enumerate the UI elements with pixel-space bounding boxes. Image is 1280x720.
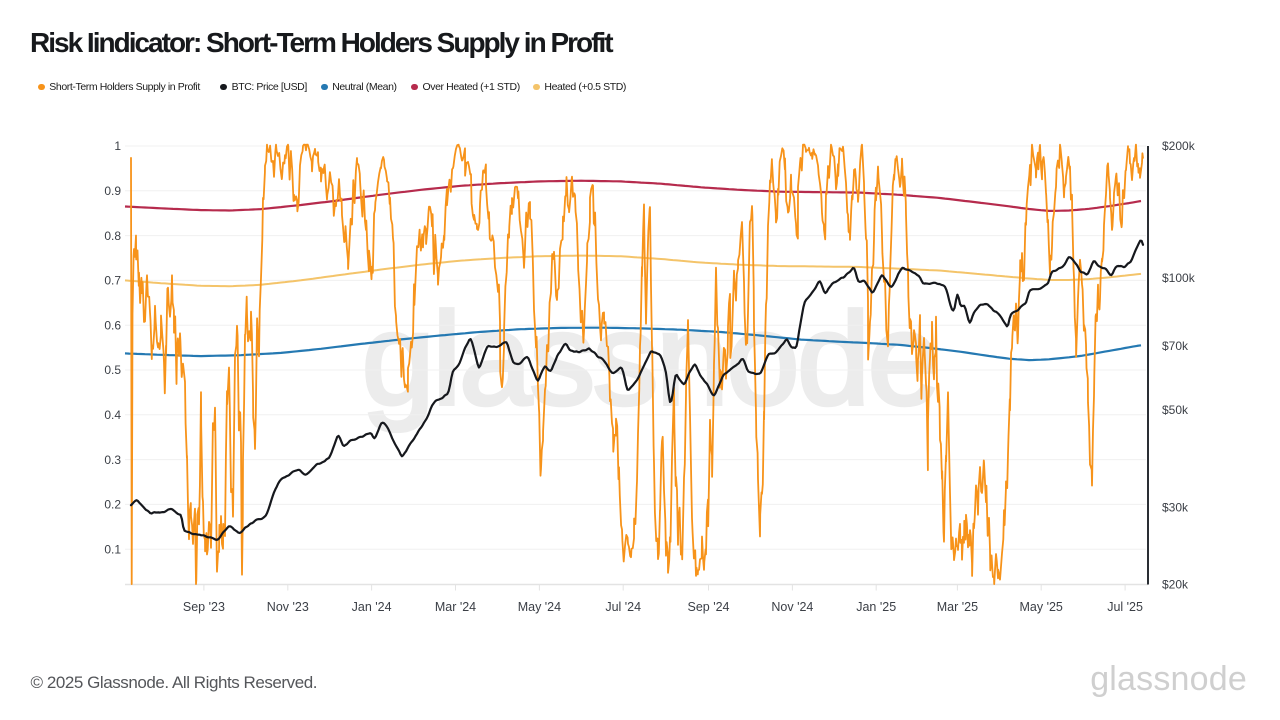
svg-text:Mar '25: Mar '25 [937, 600, 978, 614]
svg-text:$30k: $30k [1162, 501, 1189, 515]
svg-text:glassnode: glassnode [362, 285, 939, 432]
svg-text:Jan '24: Jan '24 [352, 600, 392, 614]
svg-text:0.8: 0.8 [104, 229, 121, 243]
svg-text:$100k: $100k [1162, 271, 1196, 285]
svg-text:1: 1 [114, 139, 121, 153]
svg-text:Nov '23: Nov '23 [267, 600, 309, 614]
svg-text:0.3: 0.3 [104, 453, 121, 467]
svg-text:May '24: May '24 [518, 600, 561, 614]
svg-text:Nov '24: Nov '24 [771, 600, 813, 614]
svg-text:May '25: May '25 [1020, 600, 1063, 614]
svg-text:$20k: $20k [1162, 578, 1189, 592]
svg-text:0.2: 0.2 [104, 498, 121, 512]
svg-text:0.9: 0.9 [104, 184, 121, 198]
svg-text:0.6: 0.6 [104, 318, 121, 332]
svg-text:$200k: $200k [1162, 139, 1196, 153]
svg-text:0.5: 0.5 [104, 363, 121, 377]
svg-text:Jul '25: Jul '25 [1107, 600, 1143, 614]
svg-text:Jul '24: Jul '24 [605, 600, 641, 614]
svg-text:$50k: $50k [1162, 403, 1189, 417]
svg-text:Sep '24: Sep '24 [687, 600, 729, 614]
svg-text:Mar '24: Mar '24 [435, 600, 476, 614]
svg-text:Jan '25: Jan '25 [856, 600, 896, 614]
svg-text:0.1: 0.1 [104, 542, 121, 556]
svg-text:0.4: 0.4 [104, 408, 121, 422]
svg-text:Sep '23: Sep '23 [183, 600, 225, 614]
svg-text:0.7: 0.7 [104, 274, 121, 288]
svg-text:$70k: $70k [1162, 339, 1189, 353]
